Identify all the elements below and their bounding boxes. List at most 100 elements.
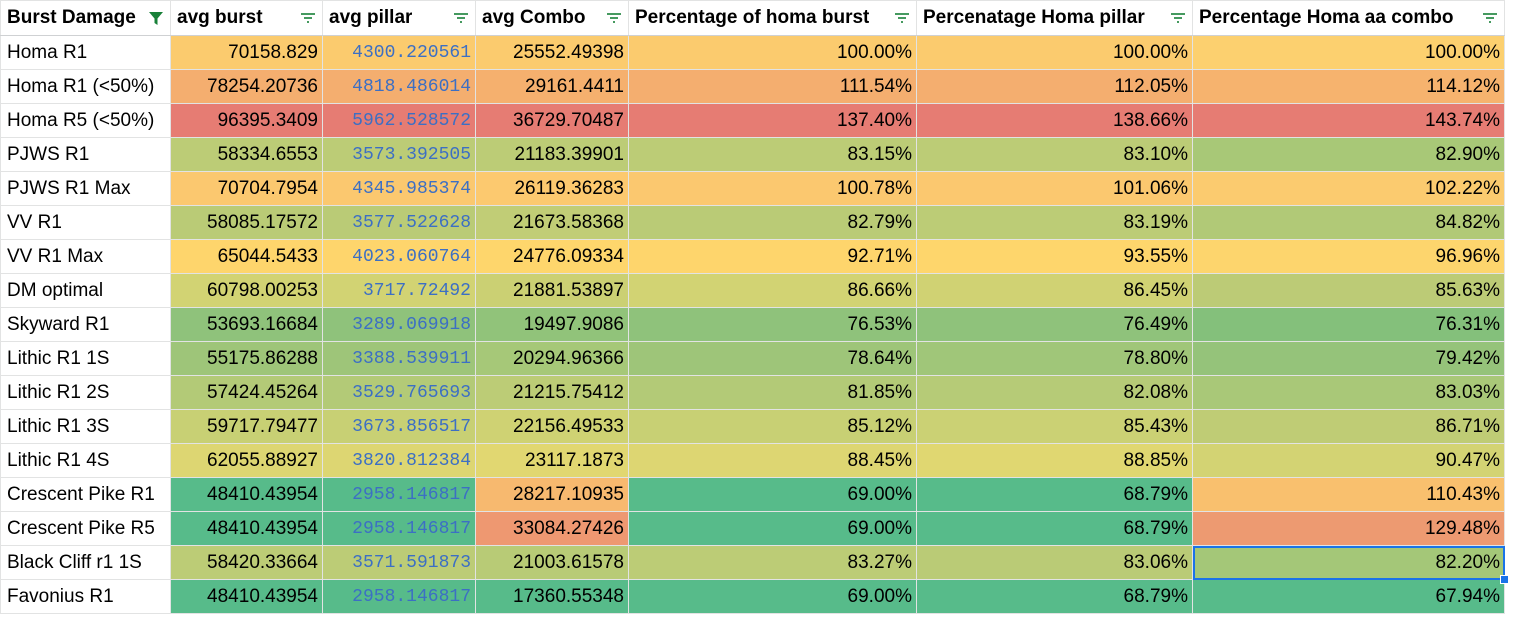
row-name-cell[interactable]: Crescent Pike R1 <box>0 477 171 512</box>
row-name-cell[interactable]: Skyward R1 <box>0 307 171 342</box>
row-name-cell[interactable]: Lithic R1 4S <box>0 443 171 478</box>
cell-burst[interactable]: 62055.88927 <box>170 443 323 478</box>
cell-combo[interactable]: 19497.9086 <box>475 307 629 342</box>
cell-pc[interactable]: 90.47% <box>1192 443 1505 478</box>
row-name-cell[interactable]: Favonius R1 <box>0 579 171 614</box>
cell-pb[interactable]: 100.78% <box>628 171 917 206</box>
cell-burst[interactable]: 78254.20736 <box>170 69 323 104</box>
cell-burst[interactable]: 65044.5433 <box>170 239 323 274</box>
cell-pb[interactable]: 100.00% <box>628 35 917 70</box>
cell-burst[interactable]: 57424.45264 <box>170 375 323 410</box>
row-name-cell[interactable]: Homa R1 <box>0 35 171 70</box>
column-header-avg-burst[interactable]: avg burst <box>170 0 323 36</box>
cell-pc[interactable]: 84.82% <box>1192 205 1505 240</box>
cell-burst[interactable]: 58334.6553 <box>170 137 323 172</box>
cell-pb[interactable]: 69.00% <box>628 477 917 512</box>
cell-combo[interactable]: 33084.27426 <box>475 511 629 546</box>
row-name-cell[interactable]: Crescent Pike R5 <box>0 511 171 546</box>
column-header-pct-homa-combo[interactable]: Percentage Homa aa combo <box>1192 0 1505 36</box>
row-name-cell[interactable]: Lithic R1 2S <box>0 375 171 410</box>
cell-pc[interactable]: 102.22% <box>1192 171 1505 206</box>
filter-icon[interactable] <box>892 8 912 28</box>
cell-pp[interactable]: 76.49% <box>916 307 1193 342</box>
cell-burst[interactable]: 59717.79477 <box>170 409 323 444</box>
cell-pc[interactable]: 85.63% <box>1192 273 1505 308</box>
cell-pb[interactable]: 85.12% <box>628 409 917 444</box>
cell-pillar[interactable]: 2958.146817 <box>322 511 476 546</box>
cell-pp[interactable]: 83.19% <box>916 205 1193 240</box>
row-name-cell[interactable]: DM optimal <box>0 273 171 308</box>
cell-pillar[interactable]: 4818.486014 <box>322 69 476 104</box>
filter-active-icon[interactable] <box>146 8 166 28</box>
filter-icon[interactable] <box>298 8 318 28</box>
selected-cell[interactable]: 82.20% <box>1192 545 1505 580</box>
cell-pb[interactable]: 137.40% <box>628 103 917 138</box>
row-name-cell[interactable]: PJWS R1 Max <box>0 171 171 206</box>
cell-pillar[interactable]: 3571.591873 <box>322 545 476 580</box>
cell-combo[interactable]: 21183.39901 <box>475 137 629 172</box>
row-name-cell[interactable]: Lithic R1 1S <box>0 341 171 376</box>
cell-burst[interactable]: 48410.43954 <box>170 477 323 512</box>
cell-burst[interactable]: 70704.7954 <box>170 171 323 206</box>
cell-pc[interactable]: 110.43% <box>1192 477 1505 512</box>
cell-burst[interactable]: 58420.33664 <box>170 545 323 580</box>
cell-pillar[interactable]: 4300.220561 <box>322 35 476 70</box>
cell-pb[interactable]: 81.85% <box>628 375 917 410</box>
cell-pillar[interactable]: 4023.060764 <box>322 239 476 274</box>
cell-pp[interactable]: 86.45% <box>916 273 1193 308</box>
cell-burst[interactable]: 55175.86288 <box>170 341 323 376</box>
cell-pb[interactable]: 76.53% <box>628 307 917 342</box>
cell-pb[interactable]: 69.00% <box>628 579 917 614</box>
cell-pillar[interactable]: 2958.146817 <box>322 477 476 512</box>
cell-burst[interactable]: 48410.43954 <box>170 579 323 614</box>
cell-pc[interactable]: 143.74% <box>1192 103 1505 138</box>
cell-pillar[interactable]: 3289.069918 <box>322 307 476 342</box>
cell-pc[interactable]: 82.90% <box>1192 137 1505 172</box>
cell-pillar[interactable]: 3573.392505 <box>322 137 476 172</box>
cell-pc[interactable]: 76.31% <box>1192 307 1505 342</box>
cell-burst[interactable]: 53693.16684 <box>170 307 323 342</box>
cell-pb[interactable]: 69.00% <box>628 511 917 546</box>
cell-combo[interactable]: 21003.61578 <box>475 545 629 580</box>
column-header-pct-homa-pillar[interactable]: Percenatage Homa pillar <box>916 0 1193 36</box>
row-name-cell[interactable]: Black Cliff r1 1S <box>0 545 171 580</box>
cell-pp[interactable]: 100.00% <box>916 35 1193 70</box>
column-header-pct-homa-burst[interactable]: Percentage of homa burst <box>628 0 917 36</box>
row-name-cell[interactable]: VV R1 Max <box>0 239 171 274</box>
cell-pillar[interactable]: 3717.72492 <box>322 273 476 308</box>
cell-combo[interactable]: 20294.96366 <box>475 341 629 376</box>
cell-pp[interactable]: 93.55% <box>916 239 1193 274</box>
cell-combo[interactable]: 28217.10935 <box>475 477 629 512</box>
cell-combo[interactable]: 22156.49533 <box>475 409 629 444</box>
filter-icon[interactable] <box>604 8 624 28</box>
cell-pb[interactable]: 78.64% <box>628 341 917 376</box>
cell-combo[interactable]: 23117.1873 <box>475 443 629 478</box>
cell-combo[interactable]: 21673.58368 <box>475 205 629 240</box>
filter-icon[interactable] <box>1168 8 1188 28</box>
cell-pillar[interactable]: 5962.528572 <box>322 103 476 138</box>
cell-pillar[interactable]: 3820.812384 <box>322 443 476 478</box>
row-name-cell[interactable]: VV R1 <box>0 205 171 240</box>
cell-pillar[interactable]: 3529.765693 <box>322 375 476 410</box>
cell-pillar[interactable]: 3673.856517 <box>322 409 476 444</box>
row-name-cell[interactable]: Homa R1 (<50%) <box>0 69 171 104</box>
row-name-cell[interactable]: Homa R5 (<50%) <box>0 103 171 138</box>
cell-burst[interactable]: 70158.829 <box>170 35 323 70</box>
cell-pb[interactable]: 88.45% <box>628 443 917 478</box>
row-name-cell[interactable]: PJWS R1 <box>0 137 171 172</box>
cell-pp[interactable]: 88.85% <box>916 443 1193 478</box>
cell-pillar[interactable]: 4345.985374 <box>322 171 476 206</box>
cell-pp[interactable]: 68.79% <box>916 511 1193 546</box>
cell-combo[interactable]: 24776.09334 <box>475 239 629 274</box>
selection-fill-handle[interactable] <box>1499 574 1509 584</box>
cell-pp[interactable]: 101.06% <box>916 171 1193 206</box>
filter-icon[interactable] <box>1480 8 1500 28</box>
cell-pc[interactable]: 129.48% <box>1192 511 1505 546</box>
column-header-avg-combo[interactable]: avg Combo <box>475 0 629 36</box>
cell-pb[interactable]: 83.15% <box>628 137 917 172</box>
cell-pp[interactable]: 68.79% <box>916 579 1193 614</box>
cell-combo[interactable]: 21215.75412 <box>475 375 629 410</box>
cell-pc[interactable]: 86.71% <box>1192 409 1505 444</box>
cell-pc[interactable]: 100.00% <box>1192 35 1505 70</box>
cell-burst[interactable]: 58085.17572 <box>170 205 323 240</box>
